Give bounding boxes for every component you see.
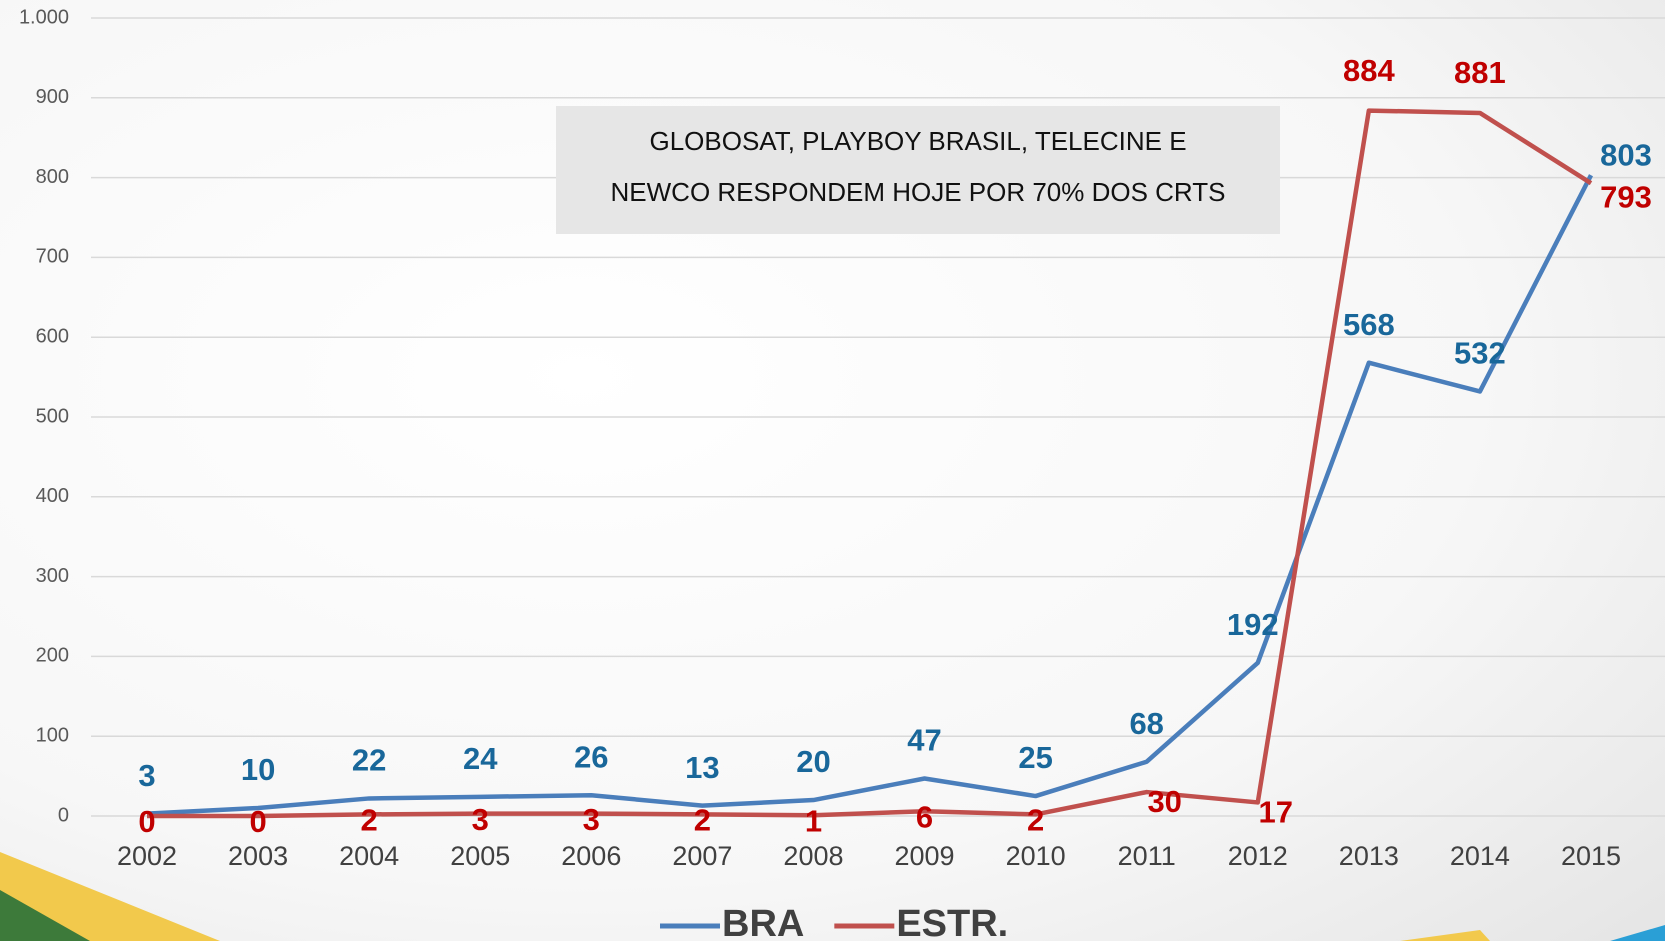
data-label: 803 bbox=[1600, 137, 1652, 172]
data-label: 17 bbox=[1259, 795, 1293, 830]
decor-green bbox=[0, 890, 90, 941]
data-label: 68 bbox=[1129, 706, 1163, 741]
data-label: 20 bbox=[796, 744, 830, 779]
data-label: 532 bbox=[1454, 336, 1506, 371]
data-label: 881 bbox=[1454, 55, 1506, 90]
y-tick-label: 600 bbox=[36, 325, 69, 347]
y-tick-label: 1.000 bbox=[19, 6, 69, 28]
data-label: 884 bbox=[1343, 53, 1395, 88]
data-label: 1 bbox=[805, 803, 822, 838]
x-tick-label: 2004 bbox=[339, 841, 399, 871]
y-tick-label: 300 bbox=[36, 565, 69, 587]
x-tick-label: 2013 bbox=[1339, 841, 1399, 871]
x-tick-label: 2008 bbox=[783, 841, 843, 871]
data-label: 0 bbox=[249, 804, 266, 839]
data-label: 25 bbox=[1018, 740, 1052, 775]
x-tick-label: 2007 bbox=[672, 841, 732, 871]
data-label: 568 bbox=[1343, 307, 1395, 342]
x-tick-label: 2006 bbox=[561, 841, 621, 871]
data-label: 13 bbox=[685, 750, 719, 785]
data-label: 22 bbox=[352, 743, 386, 778]
decor-yellow bbox=[1400, 930, 1490, 941]
y-tick-label: 700 bbox=[36, 246, 69, 268]
data-label: 793 bbox=[1600, 179, 1652, 214]
decor-yellow bbox=[0, 852, 220, 941]
data-label: 2 bbox=[361, 803, 378, 838]
data-label: 3 bbox=[583, 802, 600, 837]
data-label: 6 bbox=[916, 799, 933, 834]
x-tick-label: 2010 bbox=[1006, 841, 1066, 871]
series-line bbox=[146, 174, 1594, 816]
y-tick-label: 900 bbox=[36, 86, 69, 108]
legend-label: BRA bbox=[722, 903, 804, 941]
x-tick-label: 2003 bbox=[228, 841, 288, 871]
legend-label: ESTR. bbox=[896, 903, 1008, 941]
data-label: 3 bbox=[138, 758, 155, 793]
data-label: 2 bbox=[1027, 803, 1044, 838]
x-tick-label: 2002 bbox=[117, 841, 177, 871]
data-label: 24 bbox=[463, 741, 498, 776]
data-label: 0 bbox=[138, 804, 155, 839]
annotation: GLOBOSAT, PLAYBOY BRASIL, TELECINE E bbox=[649, 126, 1186, 156]
x-tick-label: 2015 bbox=[1561, 841, 1621, 871]
data-label: 3 bbox=[472, 802, 489, 837]
data-label: 2 bbox=[694, 803, 711, 838]
annotation-box bbox=[556, 106, 1280, 234]
annotation: NEWCO RESPONDEM HOJE POR 70% DOS CRTS bbox=[611, 177, 1226, 207]
series-line bbox=[147, 108, 1593, 819]
y-tick-label: 200 bbox=[36, 645, 69, 667]
y-tick-label: 500 bbox=[36, 405, 69, 427]
y-tick-label: 100 bbox=[36, 724, 69, 746]
y-tick-label: 400 bbox=[36, 485, 69, 507]
x-tick-label: 2005 bbox=[450, 841, 510, 871]
x-tick-label: 2009 bbox=[894, 841, 954, 871]
y-tick-label: 800 bbox=[36, 166, 69, 188]
data-label: 26 bbox=[574, 739, 608, 774]
y-tick-label: 0 bbox=[58, 804, 69, 826]
data-label: 47 bbox=[907, 723, 941, 758]
decor-blue bbox=[1610, 925, 1665, 941]
x-tick-label: 2012 bbox=[1228, 841, 1288, 871]
data-label: 10 bbox=[241, 752, 275, 787]
data-label: 30 bbox=[1147, 784, 1181, 819]
data-label: 192 bbox=[1227, 607, 1279, 642]
x-tick-label: 2014 bbox=[1450, 841, 1510, 871]
x-tick-label: 2011 bbox=[1118, 841, 1176, 871]
